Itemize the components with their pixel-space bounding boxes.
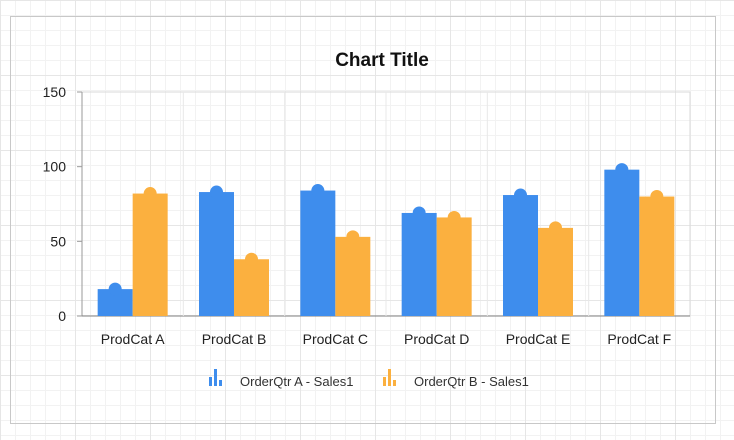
- bar-cap[interactable]: [412, 206, 426, 220]
- bar-a[interactable]: [401, 206, 437, 316]
- bar-body[interactable]: [538, 227, 573, 316]
- bar-a[interactable]: [300, 184, 336, 316]
- bar-a[interactable]: [199, 185, 234, 316]
- legend-label: OrderQtr A - Sales1: [240, 374, 353, 389]
- bar-cap[interactable]: [346, 230, 360, 244]
- bar-body[interactable]: [503, 195, 538, 316]
- bar-body[interactable]: [234, 259, 269, 316]
- icon-bar: [214, 369, 217, 386]
- bar-body[interactable]: [132, 193, 168, 316]
- x-tick-label: ProdCat B: [202, 331, 267, 347]
- bar-cap[interactable]: [549, 221, 562, 235]
- bar-b[interactable]: [335, 230, 371, 316]
- x-tick-label: ProdCat A: [101, 331, 165, 347]
- bar-cap[interactable]: [514, 188, 527, 202]
- y-tick-label: 100: [43, 159, 67, 175]
- legend-label: OrderQtr B - Sales1: [414, 374, 529, 389]
- bar-chart-icon: [383, 369, 396, 386]
- icon-bar: [383, 377, 386, 386]
- bar-b[interactable]: [132, 187, 168, 316]
- x-tick-label: ProdCat C: [303, 331, 368, 347]
- bar-cap[interactable]: [650, 190, 664, 204]
- bar-b[interactable]: [436, 210, 472, 316]
- bar-cap[interactable]: [210, 185, 223, 199]
- legend-item-b[interactable]: OrderQtr B - Sales1: [383, 369, 529, 389]
- bar-b[interactable]: [234, 252, 269, 316]
- bar-cap[interactable]: [108, 282, 122, 296]
- bar-body[interactable]: [335, 236, 371, 316]
- icon-bar: [388, 369, 391, 386]
- icon-bar: [209, 377, 212, 386]
- bar-body[interactable]: [401, 212, 437, 316]
- bar-b[interactable]: [639, 190, 675, 316]
- bar-chart-icon: [209, 369, 222, 386]
- chart-title: Chart Title: [335, 50, 429, 71]
- x-tick-label: ProdCat E: [506, 331, 571, 347]
- bar-a[interactable]: [97, 282, 133, 316]
- bar-body[interactable]: [300, 190, 336, 316]
- bar-cap[interactable]: [245, 252, 258, 266]
- bar-body[interactable]: [199, 192, 234, 316]
- bar-cap[interactable]: [143, 187, 157, 201]
- bar-cap[interactable]: [615, 163, 629, 177]
- bar-a[interactable]: [503, 188, 538, 316]
- y-tick-label: 150: [43, 84, 67, 100]
- chart-frame: [10, 16, 716, 424]
- bar-cap[interactable]: [447, 210, 461, 224]
- icon-bar: [393, 380, 396, 386]
- icon-bar: [219, 380, 222, 386]
- bar-body[interactable]: [604, 169, 640, 316]
- bar-cap[interactable]: [311, 184, 325, 198]
- y-tick-label: 50: [50, 233, 66, 249]
- bar-b[interactable]: [538, 221, 573, 316]
- legend-item-a[interactable]: OrderQtr A - Sales1: [209, 369, 353, 389]
- x-tick-label: ProdCat F: [607, 331, 671, 347]
- bar-body[interactable]: [436, 217, 472, 316]
- bar-body[interactable]: [639, 196, 675, 316]
- bar-a[interactable]: [604, 163, 640, 316]
- x-tick-label: ProdCat D: [404, 331, 469, 347]
- y-tick-label: 0: [58, 308, 66, 324]
